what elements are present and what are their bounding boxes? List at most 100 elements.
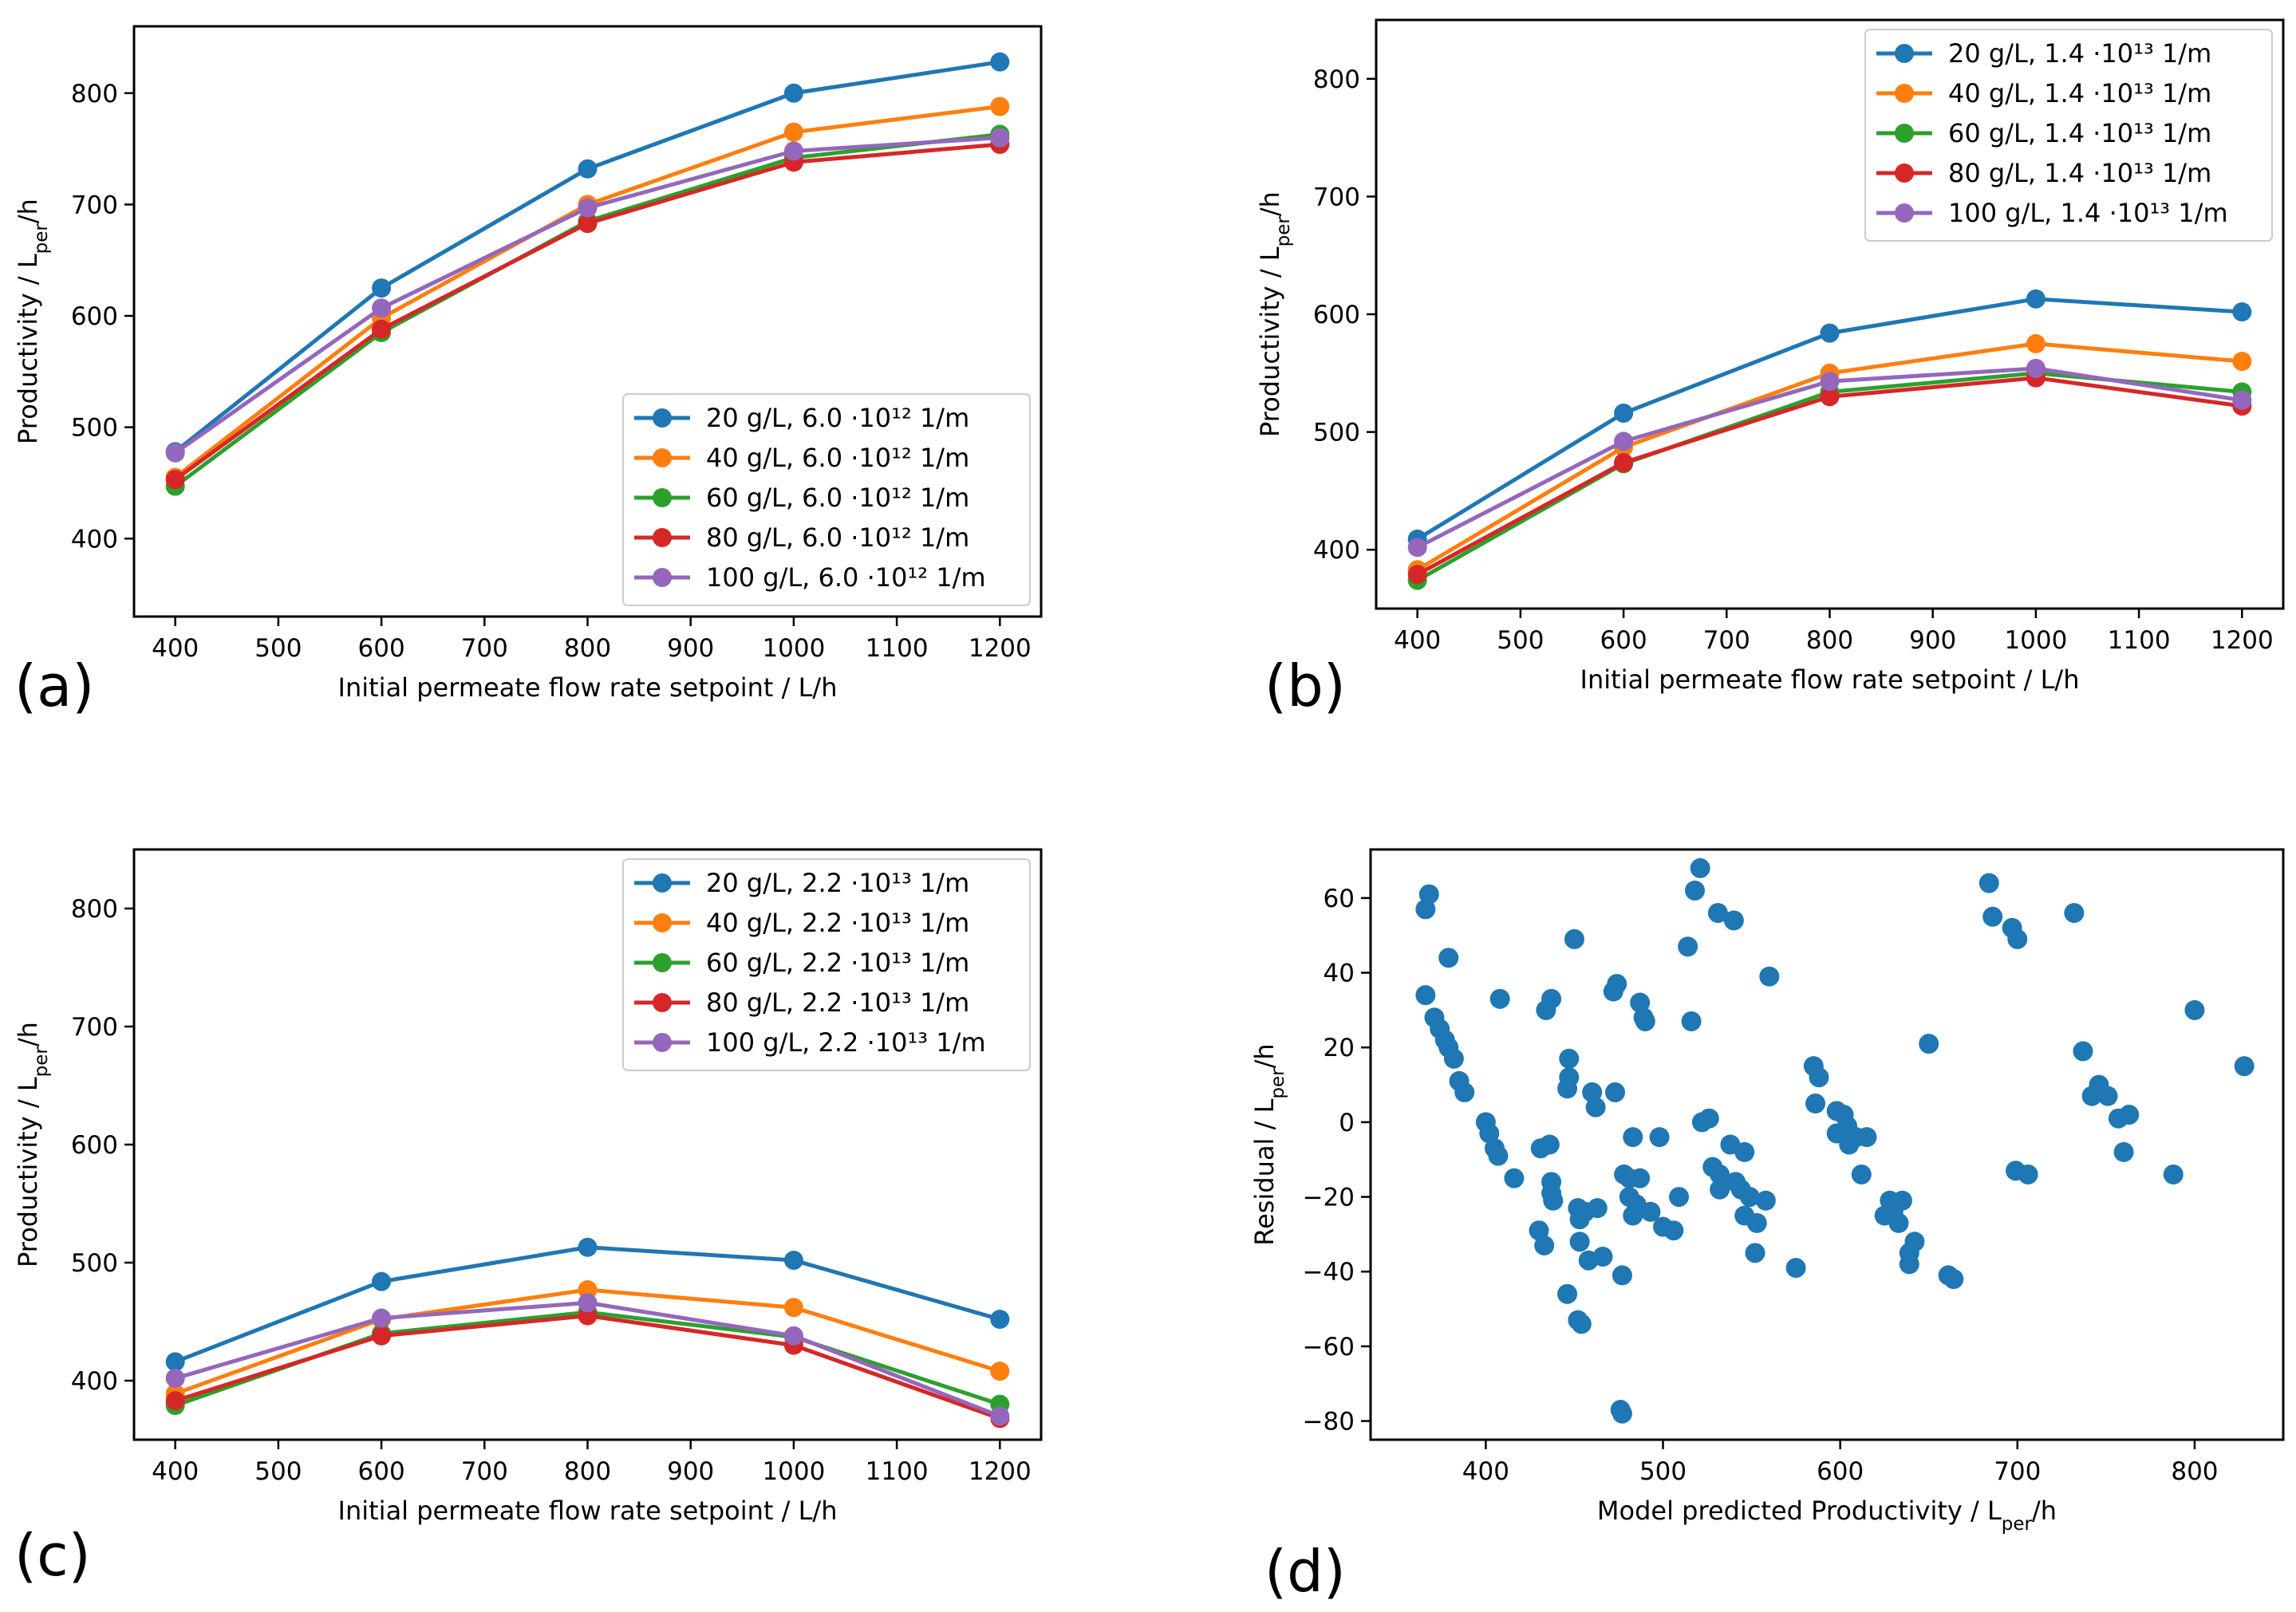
data-point-b-4 (2232, 390, 2252, 410)
data-point-b-0 (1820, 323, 1840, 343)
data-point-a-0 (783, 83, 803, 103)
y-tick-label-a: 700 (71, 191, 118, 219)
scatter-point (1541, 988, 1562, 1009)
y-tick-label-d: 20 (1324, 1034, 1355, 1062)
x-tick-label-c: 1000 (762, 1457, 825, 1486)
panel-a-label: (a) (14, 652, 94, 719)
scatter-point (1681, 1011, 1702, 1031)
x-tick-label-b: 900 (1909, 626, 1956, 655)
legend-marker-a-0 (653, 408, 672, 428)
legend-label-c-3: 80 g/L, 2.2 ·10¹³ 1/m (706, 987, 969, 1018)
plot-a: 400 500 600 700 800 900 1000 1100 1200 400 500 600 7… (13, 25, 1043, 703)
y-tick-label-d: −80 (1303, 1408, 1355, 1437)
data-point-a-3 (372, 319, 392, 339)
legend-marker-a-2 (653, 488, 672, 507)
x-tick-label-c: 700 (461, 1457, 508, 1486)
data-point-c-3 (165, 1391, 185, 1411)
panel-d-label: (d) (1264, 1538, 1346, 1605)
scatter-point (1623, 1127, 1643, 1148)
data-point-b-4 (1820, 372, 1840, 392)
data-point-b-4 (2026, 358, 2045, 378)
legend-label-c-2: 60 g/L, 2.2 ·10¹³ 1/m (706, 948, 969, 978)
scatter-point (1592, 1247, 1613, 1267)
scatter-point (1418, 884, 1439, 905)
legend-label-b-0: 20 g/L, 1.4 ·10¹³ 1/m (1948, 38, 2211, 69)
data-point-a-0 (578, 159, 598, 179)
series-line-c-2 (174, 1310, 1001, 1408)
scatter-point (1723, 910, 1744, 931)
data-point-a-0 (372, 278, 392, 298)
plot-d: 400 500 600 700 800 −80 −60 −40 −20 0 20 40 60 Model … (1249, 848, 2285, 1535)
panel-c-label: (c) (14, 1522, 91, 1589)
scatter-point (1649, 1127, 1670, 1148)
legend-marker-a-3 (653, 528, 672, 547)
data-point-b-3 (1820, 387, 1840, 407)
x-tick-label-c: 800 (564, 1457, 611, 1486)
scatter-point (1571, 1314, 1592, 1334)
scatter-point (1443, 1048, 1464, 1069)
legend-marker-c-3 (653, 993, 672, 1012)
scatter-point (1690, 857, 1710, 878)
scatter-point (1734, 1141, 1755, 1162)
y-tick-label-a: 500 (71, 414, 118, 443)
legend-marker-b-2 (1895, 124, 1914, 143)
scatter-point (2119, 1105, 2140, 1125)
scatter-point (2064, 903, 2085, 924)
legend-marker-a-4 (653, 568, 672, 587)
scatter-point (1488, 1145, 1509, 1166)
data-point-b-4 (1614, 432, 1634, 451)
x-tick-label-d: 400 (1462, 1457, 1509, 1486)
scatter-point (1612, 1265, 1632, 1286)
legend-marker-b-1 (1895, 84, 1914, 103)
data-point-c-0 (165, 1352, 185, 1372)
data-point-c-0 (990, 1310, 1010, 1330)
data-point-a-4 (165, 443, 185, 463)
scatter-point (1454, 1082, 1475, 1102)
scatter-point (1564, 928, 1584, 949)
x-tick-label-b: 600 (1600, 626, 1647, 655)
scatter-point (1685, 881, 1706, 901)
y-tick-label-c: 500 (71, 1249, 118, 1278)
legend-marker-c-0 (653, 873, 672, 893)
data-point-b-0 (2232, 302, 2252, 322)
legend-label-c-4: 100 g/L, 2.2 ·10¹³ 1/m (706, 1027, 986, 1058)
scatter-point (1707, 903, 1728, 924)
legend-box-c (622, 858, 1031, 1071)
data-point-b-1 (2232, 352, 2252, 372)
scatter-point (1559, 1067, 1580, 1088)
data-point-c-4 (372, 1308, 392, 1328)
data-point-c-4 (990, 1406, 1010, 1426)
x-tick-label-c: 1200 (969, 1457, 1032, 1486)
scatter-point (2163, 1164, 2184, 1184)
scatter-point (1978, 873, 1999, 893)
x-axis-label-a: Initial permeate flow rate setpoint / L/… (338, 672, 838, 703)
data-point-b-4 (1407, 538, 1427, 558)
data-point-c-1 (783, 1298, 803, 1318)
data-point-b-3 (1614, 452, 1634, 472)
scatter-point (1605, 1082, 1626, 1102)
y-tick-label-d: 0 (1339, 1109, 1355, 1137)
x-tick-label-d: 800 (2171, 1457, 2218, 1486)
legend-label-a-2: 60 g/L, 6.0 ·10¹² 1/m (706, 483, 969, 513)
scatter-point (1587, 1198, 1608, 1219)
legend-marker-b-4 (1895, 203, 1914, 223)
data-point-b-0 (2026, 289, 2045, 309)
scatter-point (2113, 1141, 2134, 1162)
y-tick-label-b: 400 (1313, 536, 1360, 565)
x-tick-label-c: 1100 (866, 1457, 929, 1486)
legend-label-a-4: 100 g/L, 6.0 ·10¹² 1/m (706, 562, 986, 593)
y-axis-label-a: Productivity / Lper/h (13, 199, 52, 444)
scatter-point (1809, 1067, 1829, 1088)
panel-d: 400 500 600 700 800 −80 −60 −40 −20 0 20 40 60 Model … (1249, 848, 2285, 1605)
scatter-point (1669, 1187, 1690, 1208)
plot-c: 400 500 600 700 800 900 1000 1100 1200 400 500 600 7… (13, 848, 1043, 1526)
scatter-point (1805, 1093, 1826, 1113)
y-tick-label-b: 800 (1313, 65, 1360, 94)
scatter-point (1630, 1168, 1651, 1188)
scatter-point (1635, 1011, 1655, 1031)
x-tick-label-b: 1100 (2108, 626, 2171, 655)
data-point-c-1 (990, 1362, 1010, 1381)
scatter-point (1585, 1097, 1606, 1117)
x-tick-label-d: 600 (1817, 1457, 1864, 1486)
y-axis-label-c: Productivity / Lper/h (13, 1022, 52, 1267)
